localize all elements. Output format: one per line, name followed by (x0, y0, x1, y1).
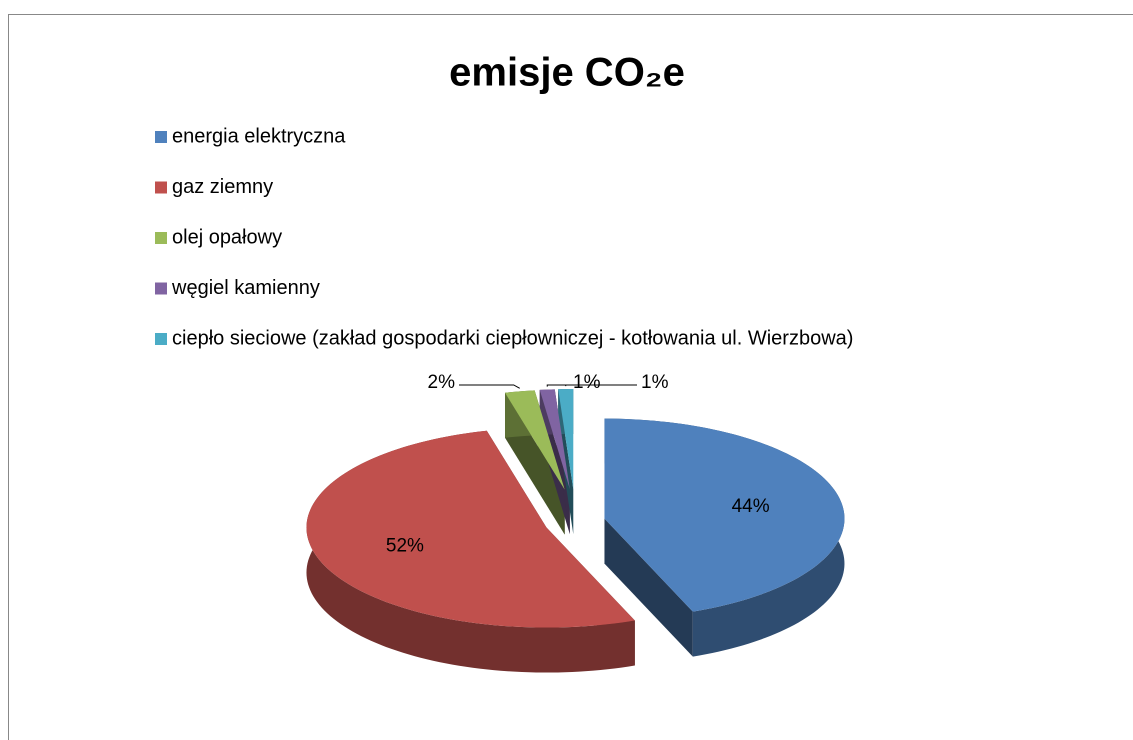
chart-title: emisje CO₂e (449, 51, 685, 95)
slice (505, 390, 565, 490)
legend-swatch (155, 131, 167, 143)
data-label: 52% (386, 536, 424, 557)
legend-label: gaz ziemny (172, 176, 273, 198)
slice (539, 389, 570, 490)
legend-label: ciepło sieciowe (zakład gospodarki ciepł… (172, 327, 853, 349)
legend-label: olej opałowy (172, 226, 282, 248)
leader-line (546, 384, 569, 387)
slice (604, 418, 845, 612)
leader-line (459, 384, 520, 389)
leader-line (565, 384, 637, 387)
data-label: 2% (428, 372, 456, 393)
legend-label: węgiel kamienny (171, 277, 320, 299)
slice (558, 389, 574, 490)
layer (306, 389, 845, 628)
legend-swatch (155, 181, 167, 194)
slice (306, 430, 635, 628)
legend-label: energia elektryczna (172, 125, 346, 147)
chart-frame (8, 14, 1133, 740)
layer: 44% 52% 2% 1% 1% (386, 372, 770, 557)
data-label: 1% (573, 372, 601, 393)
slice-side (604, 518, 693, 657)
data-label: 44% (732, 496, 770, 517)
legend-swatch (155, 333, 167, 345)
legend-swatch (155, 232, 167, 244)
data-label: 1% (641, 372, 669, 393)
legend-swatch (155, 282, 167, 295)
